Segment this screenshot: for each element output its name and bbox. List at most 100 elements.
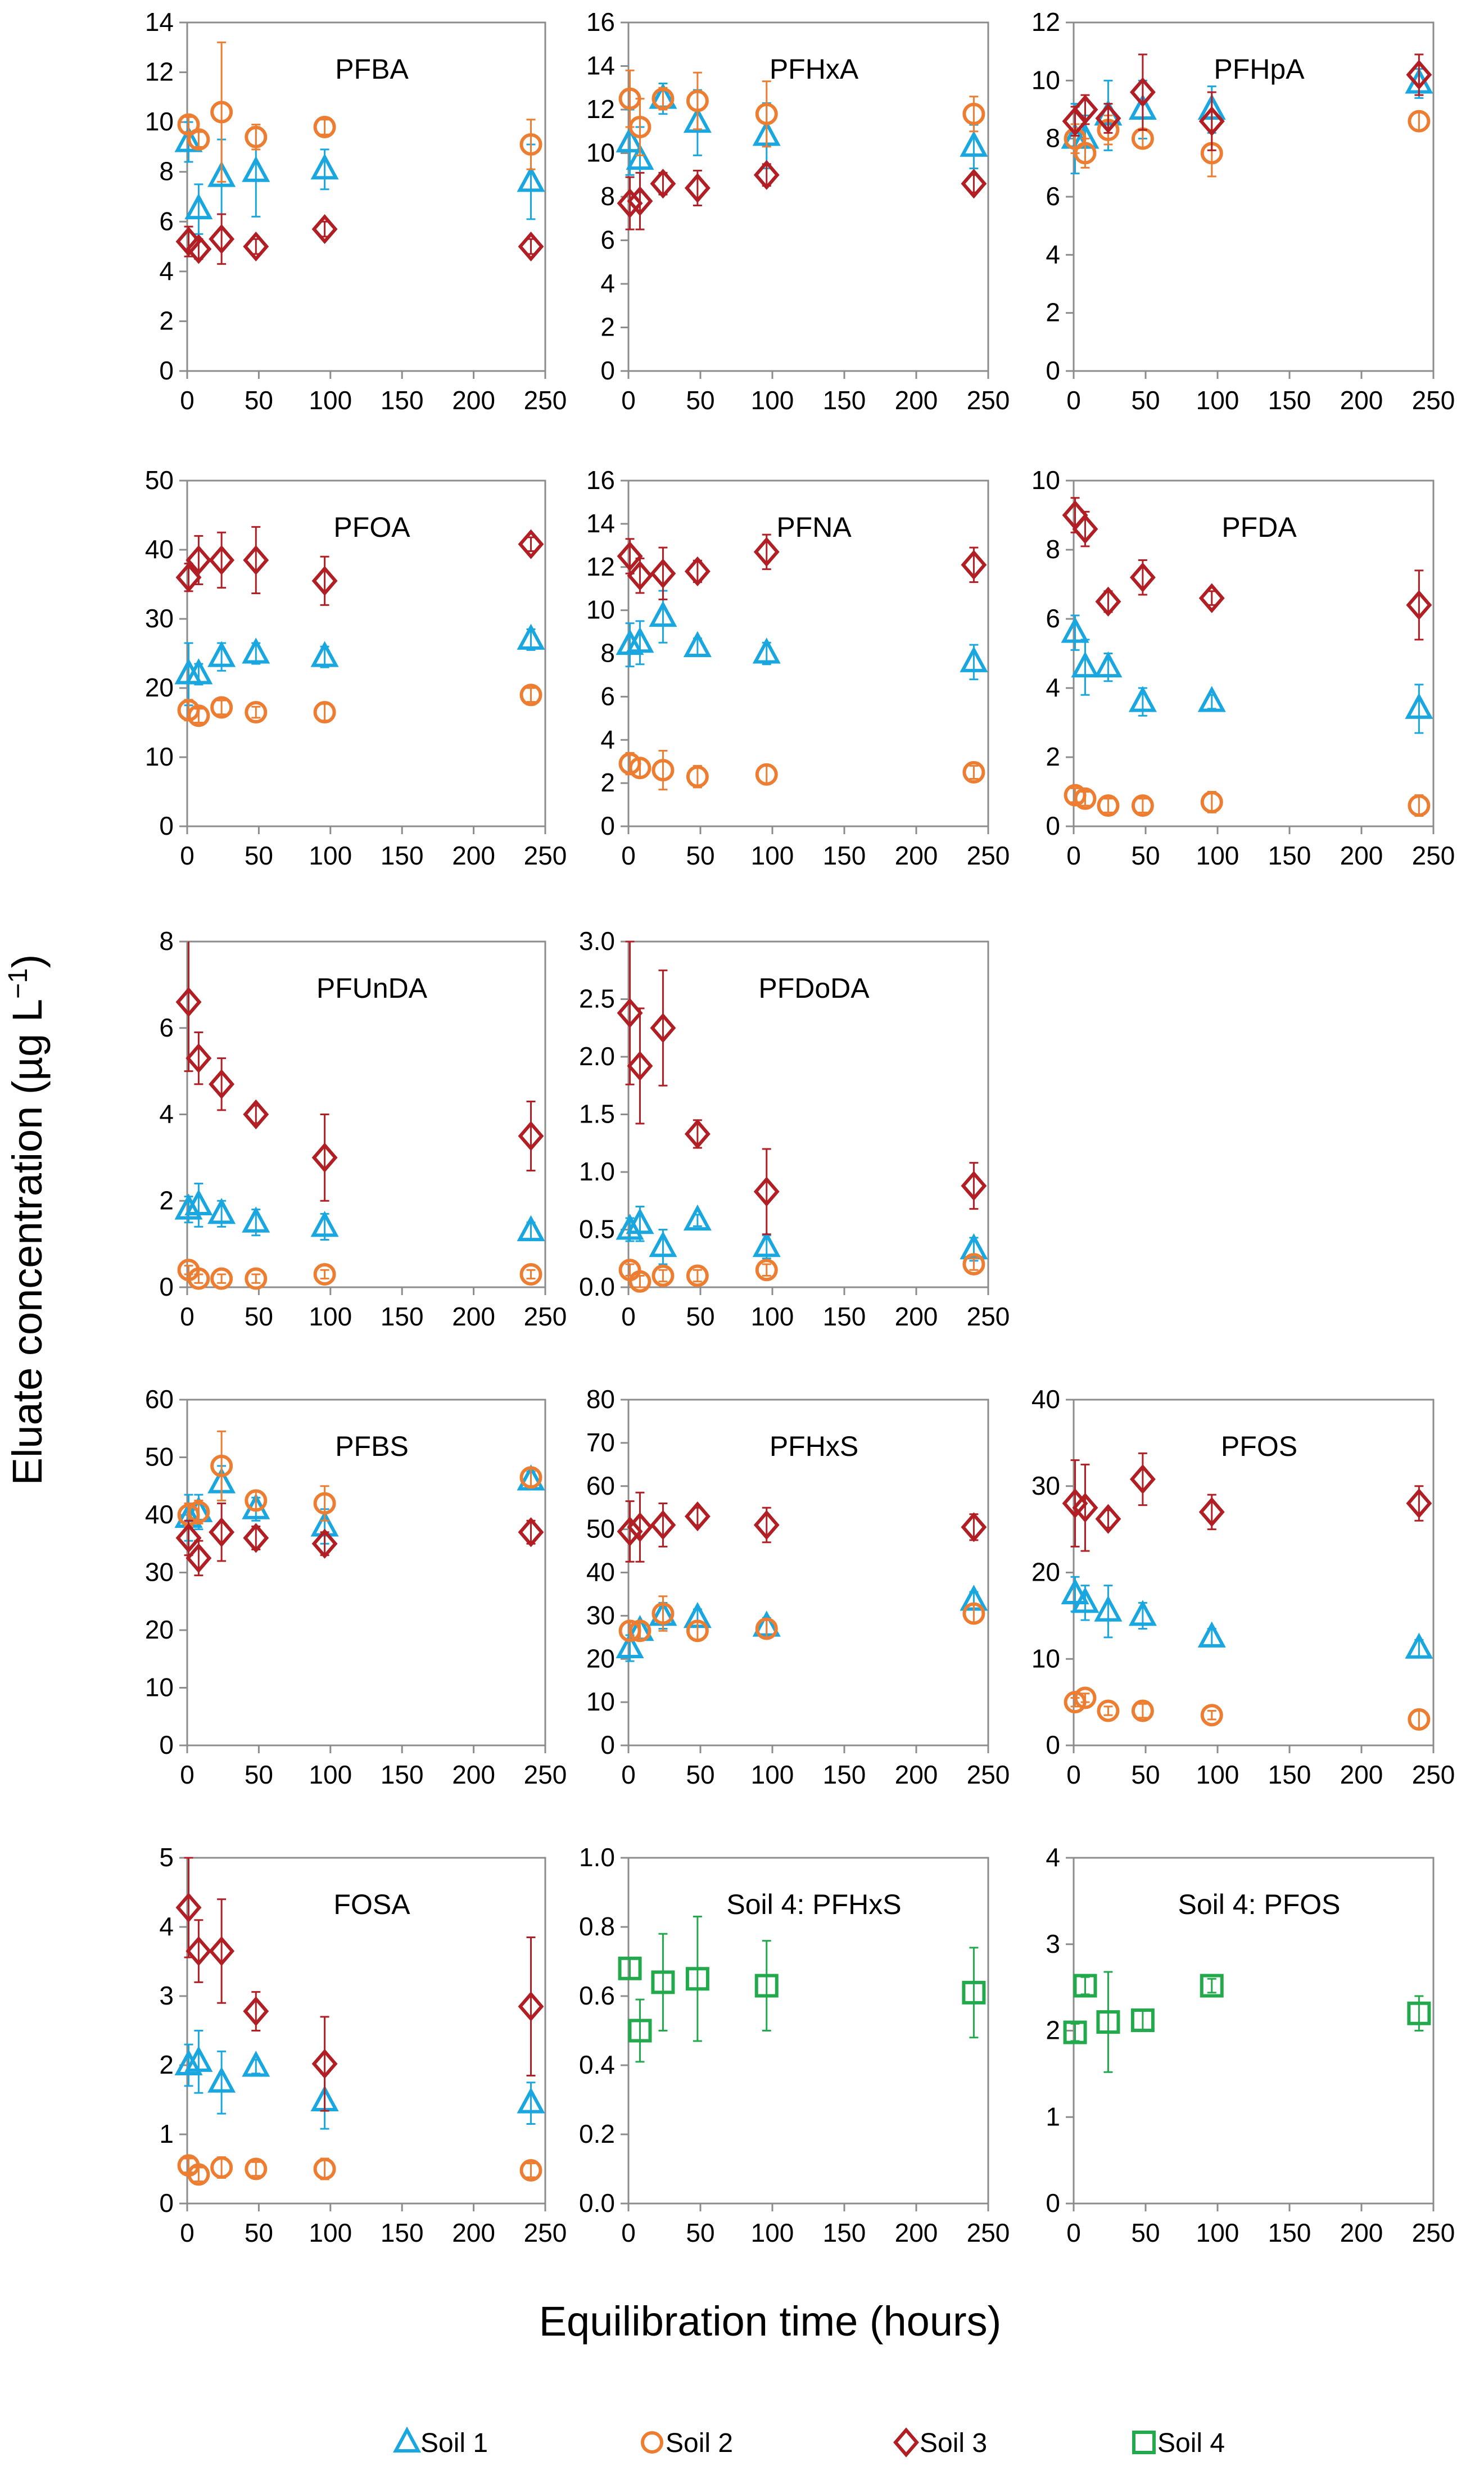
plot-frame — [186, 1857, 546, 2205]
data-point — [242, 637, 270, 664]
panel-title: PFHxS — [770, 1431, 858, 1462]
y-tick-label: 0 — [159, 2188, 174, 2218]
y-tick-label: 2 — [600, 313, 615, 342]
data-point — [187, 704, 210, 727]
y-tick-label: 50 — [145, 1442, 174, 1472]
data-point — [651, 1970, 675, 1994]
data-point — [517, 166, 545, 192]
data-point — [686, 89, 709, 112]
legend-item-soil-3: Soil 3 — [893, 2427, 987, 2458]
y-tick-label: 0.5 — [579, 1215, 615, 1244]
data-point — [627, 1512, 653, 1542]
data-point — [518, 1121, 544, 1151]
y-tick-label: 30 — [145, 604, 174, 633]
x-tick-label: 250 — [524, 386, 567, 415]
x-tick-label: 150 — [1268, 2218, 1311, 2247]
data-point — [243, 1523, 269, 1553]
series-soil-1 — [174, 1183, 545, 1242]
panel-pfna: 0 2 4 6 8 10 12 14 16 0 50 100 150 200 250 PFNA — [586, 465, 1010, 870]
data-point — [683, 106, 712, 133]
x-tick-label: 250 — [1412, 386, 1455, 415]
x-tick-label: 100 — [309, 1302, 352, 1331]
data-point — [684, 556, 711, 587]
legend-label: Soil 1 — [420, 2428, 488, 2458]
data-point — [1198, 583, 1225, 613]
y-tick-label: 4 — [600, 725, 615, 754]
y-tick-label: 4 — [600, 269, 615, 298]
data-point — [616, 1214, 644, 1240]
data-point — [245, 1489, 268, 1512]
x-tick-label: 200 — [452, 1302, 495, 1331]
data-point — [243, 231, 269, 262]
y-axis-label: Eluate concentration (µg L−1) — [3, 954, 51, 1486]
x-tick-label: 50 — [686, 386, 714, 415]
y-tick-label: 4 — [159, 256, 174, 286]
y-tick-label: 0.0 — [579, 1272, 615, 1301]
x-tick-label: 250 — [524, 2218, 567, 2247]
x-tick-label: 150 — [381, 2218, 424, 2247]
x-tick-label: 150 — [823, 1302, 866, 1331]
panel-title: PFNA — [776, 512, 852, 543]
y-tick-label: 40 — [145, 1500, 174, 1529]
data-point — [755, 1617, 778, 1640]
y-tick-label: 5 — [159, 1843, 174, 1872]
x-axis-label: Equilibration time (hours) — [539, 2298, 1002, 2345]
legend-label: Soil 4 — [1157, 2428, 1225, 2458]
data-point — [245, 2157, 268, 2180]
x-tick-label: 100 — [751, 1302, 794, 1331]
x-tick-label: 200 — [452, 841, 495, 870]
x-tick-label: 200 — [895, 2218, 938, 2247]
x-tick-label: 250 — [967, 2218, 1010, 2247]
series-soil-1 — [1061, 1576, 1433, 1659]
panel-pfoa: 0 10 20 30 40 50 0 50 100 150 200 250 PFOA — [145, 465, 567, 870]
y-tick-label: 2 — [159, 306, 174, 335]
x-tick-label: 150 — [381, 1760, 424, 1789]
x-tick-label: 100 — [309, 2218, 352, 2247]
panel-title: PFBA — [335, 53, 409, 85]
x-tick-label: 100 — [751, 1760, 794, 1789]
y-tick-label: 2 — [159, 1186, 174, 1215]
data-point — [1129, 77, 1156, 107]
data-point — [310, 1211, 339, 1237]
data-point — [1406, 60, 1432, 90]
y-tick-label: 4 — [1046, 1843, 1060, 1872]
y-tick-label: 6 — [600, 681, 615, 711]
data-point — [617, 1516, 643, 1547]
data-point — [651, 1264, 675, 1287]
data-point — [650, 558, 676, 589]
x-tick-label: 200 — [1340, 386, 1383, 415]
data-point — [184, 658, 213, 685]
y-tick-label: 30 — [145, 1558, 174, 1587]
x-tick-label: 50 — [245, 2218, 273, 2247]
data-point — [628, 1270, 651, 1293]
x-tick-label: 250 — [1412, 1760, 1455, 1789]
y-tick-label: 2 — [1046, 2016, 1060, 2045]
y-tick-label: 60 — [145, 1384, 174, 1414]
data-point — [1095, 586, 1121, 617]
y-tick-label: 10 — [586, 1687, 615, 1716]
data-point — [962, 1980, 986, 2005]
x-tick-label: 50 — [1131, 2218, 1160, 2247]
data-point — [961, 1512, 987, 1542]
x-tick-label: 100 — [309, 1760, 352, 1789]
y-tick-label: 0.6 — [579, 1981, 615, 2010]
data-point — [313, 1492, 336, 1515]
data-point — [683, 631, 712, 657]
series-soil-2 — [177, 1259, 542, 1290]
data-point — [1073, 1974, 1097, 1998]
x-tick-label: 50 — [686, 841, 714, 870]
data-point — [1405, 1632, 1433, 1659]
y-tick-label: 8 — [159, 157, 174, 186]
x-tick-label: 0 — [621, 2218, 636, 2247]
x-tick-label: 250 — [524, 1302, 567, 1331]
data-point — [245, 701, 268, 724]
plot-frame — [1073, 479, 1435, 827]
data-point — [209, 545, 235, 576]
x-tick-label: 150 — [823, 2218, 866, 2247]
data-point — [1095, 1504, 1121, 1534]
data-point — [1063, 2020, 1087, 2044]
data-point — [311, 1142, 338, 1173]
y-tick-label: 16 — [586, 7, 615, 37]
data-point — [519, 1466, 542, 1489]
x-tick-label: 50 — [1131, 841, 1160, 870]
